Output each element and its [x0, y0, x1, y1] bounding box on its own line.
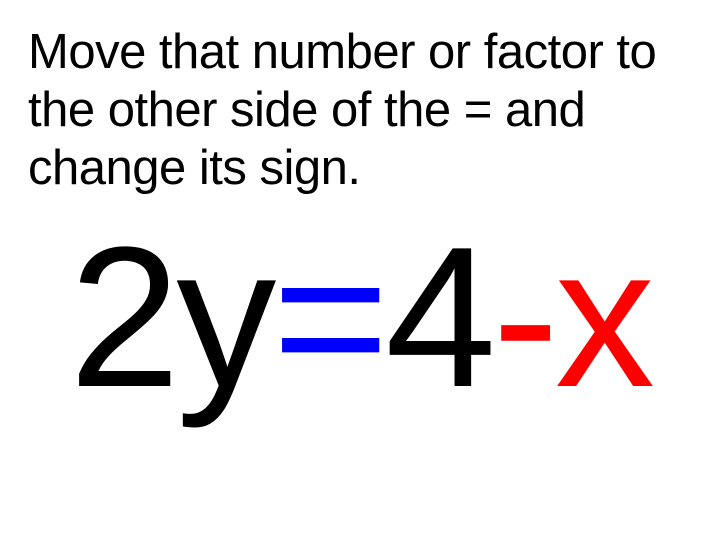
- equation-part-4: 4: [385, 206, 492, 429]
- equation-part-equals: =: [272, 206, 385, 429]
- equation-part-minus-x: -x: [492, 206, 651, 429]
- slide-container: Move that number or factor to the other …: [0, 0, 720, 540]
- equation: 2y=4-x: [0, 218, 720, 418]
- equation-part-2y: 2y: [69, 206, 272, 429]
- instruction-text: Move that number or factor to the other …: [28, 24, 692, 197]
